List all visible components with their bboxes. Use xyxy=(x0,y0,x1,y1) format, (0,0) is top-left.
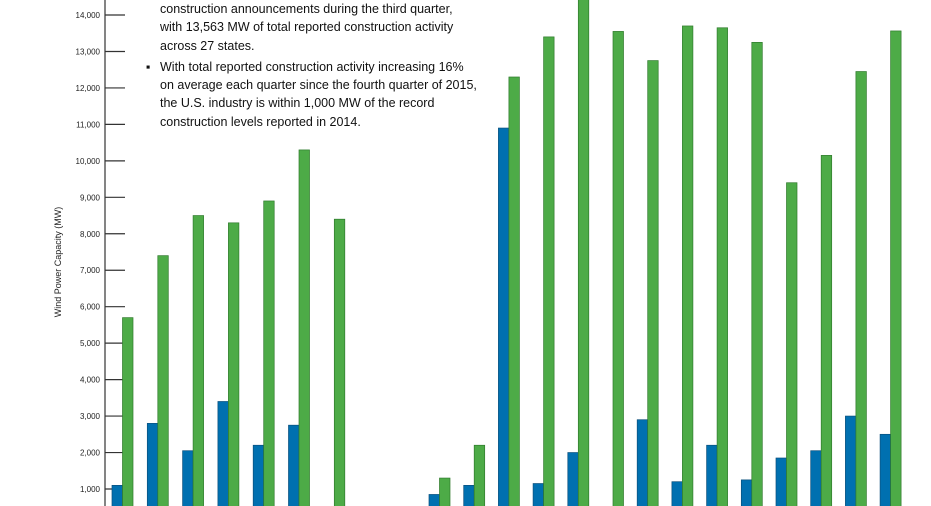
blue-bar xyxy=(252,444,265,506)
y-tick-label: 4,000 xyxy=(80,376,101,385)
note-line-2: with 13,563 MW of total reported constru… xyxy=(160,20,454,35)
green-bar xyxy=(751,42,763,506)
green-bar xyxy=(820,155,833,506)
blue-bar xyxy=(498,127,510,506)
green-bar xyxy=(192,215,204,506)
blue-bar xyxy=(775,457,787,506)
y-tick-label: 13,000 xyxy=(76,47,101,56)
blue-bar xyxy=(567,452,579,506)
note-bullet-2: ▪ With total reported construction activi… xyxy=(146,58,480,131)
y-tick-label: 12,000 xyxy=(76,84,101,93)
green-bar xyxy=(122,317,134,506)
green-bar xyxy=(543,36,555,506)
blue-bar xyxy=(111,485,123,506)
blue-bar xyxy=(671,481,683,506)
annotation-text: construction announcements during the th… xyxy=(146,0,480,131)
green-bar xyxy=(228,222,240,506)
green-bar xyxy=(333,218,346,506)
y-tick-label: 3,000 xyxy=(80,412,101,421)
blue-bar xyxy=(845,415,857,506)
y-tick-label: 6,000 xyxy=(80,303,101,312)
blue-bar xyxy=(428,494,440,506)
y-tick-label: 11,000 xyxy=(76,120,100,129)
blue-bar xyxy=(217,401,229,506)
green-bar xyxy=(508,76,520,506)
green-bar xyxy=(263,200,275,506)
green-bar xyxy=(890,30,902,506)
blue-bar xyxy=(740,479,753,506)
blue-bar xyxy=(879,433,891,506)
green-bar xyxy=(439,477,451,506)
blue-bar xyxy=(288,424,300,506)
y-tick-label: 14,000 xyxy=(76,11,101,20)
y-tick-label: 7,000 xyxy=(80,266,101,275)
y-tick-label: 9,000 xyxy=(80,193,101,202)
blue-bar xyxy=(182,450,194,506)
y-axis-label: Wind Power Capacity (MW) xyxy=(53,207,63,318)
green-bar xyxy=(473,444,486,506)
green-bar xyxy=(682,25,694,506)
blue-bar xyxy=(706,444,718,506)
green-bar xyxy=(855,71,867,506)
note-line-3: across 27 states. xyxy=(160,38,255,53)
green-bar xyxy=(577,0,590,506)
bullet-icon: ▪ xyxy=(146,59,151,74)
green-bar xyxy=(612,31,624,506)
y-tick-label: 5,000 xyxy=(80,339,101,348)
y-tick-label: 10,000 xyxy=(76,157,101,166)
green-bar xyxy=(647,60,659,506)
blue-bar xyxy=(810,450,822,506)
blue-bar xyxy=(146,423,159,506)
note-line-1: construction announcements during the th… xyxy=(160,2,453,16)
y-tick-label: 1,000 xyxy=(80,485,101,494)
note-bullet-2-text: With total reported construction activit… xyxy=(160,59,477,129)
green-bar xyxy=(716,27,728,506)
green-bar xyxy=(298,149,310,506)
green-bar xyxy=(786,182,798,506)
blue-bar xyxy=(463,485,475,506)
y-tick-label: 2,000 xyxy=(80,449,101,458)
blue-bar xyxy=(636,419,649,506)
y-tick-label: 8,000 xyxy=(80,230,101,239)
green-bar xyxy=(157,255,169,506)
blue-bar xyxy=(532,483,544,506)
